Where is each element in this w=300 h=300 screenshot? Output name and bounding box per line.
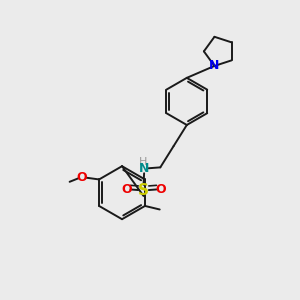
Text: O: O — [155, 183, 166, 196]
Text: O: O — [77, 171, 87, 184]
Text: S: S — [138, 182, 149, 197]
Text: O: O — [121, 183, 132, 196]
Text: N: N — [209, 59, 220, 72]
Text: N: N — [139, 162, 149, 175]
Text: H: H — [139, 158, 147, 167]
